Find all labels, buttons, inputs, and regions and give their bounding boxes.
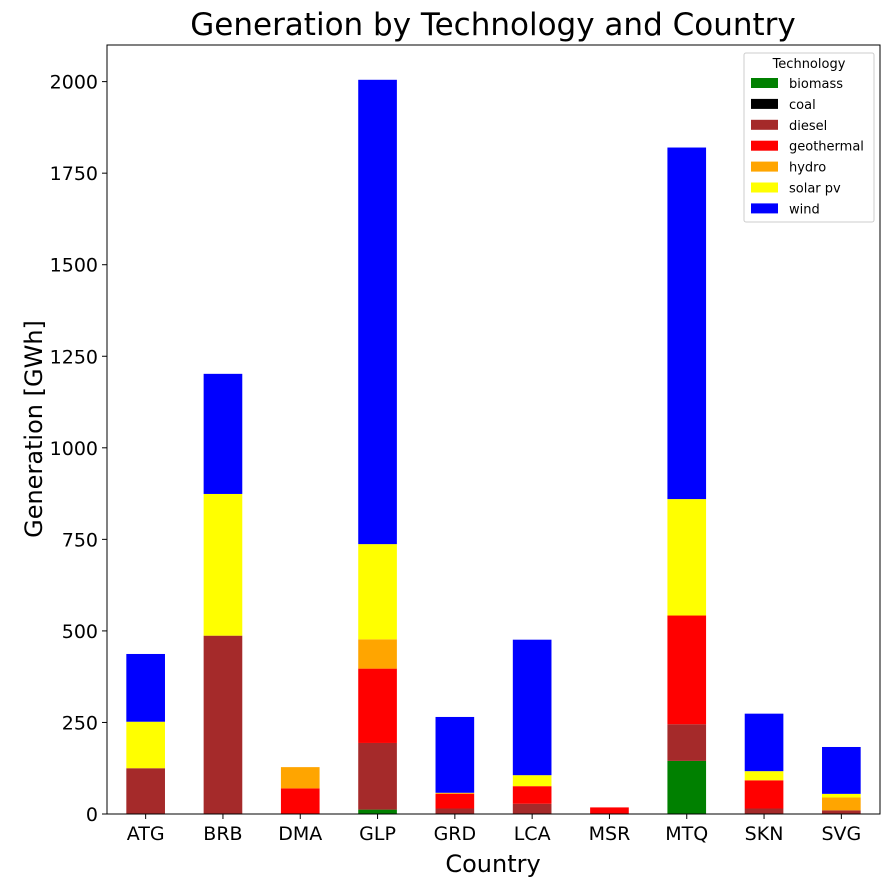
legend-label: biomass — [789, 77, 843, 92]
bar-segment-skn-solar-pv — [744, 771, 784, 781]
x-tick-label: LCA — [514, 823, 551, 845]
bar-segment-brb-diesel — [203, 635, 243, 814]
bar-segment-msr-geothermal — [590, 807, 629, 814]
x-tick-label: MSR — [589, 823, 631, 845]
y-tick-label: 250 — [62, 712, 98, 734]
bar-segment-lca-geothermal — [512, 786, 552, 804]
legend-swatch-solar-pv — [751, 182, 778, 193]
x-tick-label: MTQ — [665, 823, 708, 845]
y-tick-label: 1000 — [50, 438, 98, 460]
bar-segment-atg-wind — [126, 653, 165, 722]
bar-segment-lca-wind — [512, 639, 552, 776]
y-tick-label: 750 — [62, 529, 98, 551]
x-tick-label: ATG — [127, 823, 165, 845]
bar-segment-grd-geothermal — [435, 793, 475, 809]
bar-segment-glp-diesel — [358, 742, 397, 810]
x-tick-label: GRD — [434, 823, 477, 845]
bar-segment-mtq-wind — [667, 147, 707, 500]
y-tick-label: 0 — [86, 804, 98, 826]
x-tick-label: GLP — [359, 823, 396, 845]
chart-title: Generation by Technology and Country — [190, 7, 796, 43]
x-tick-label: DMA — [278, 823, 322, 845]
legend-swatch-geothermal — [751, 140, 778, 151]
plot-frame — [106, 44, 881, 815]
legend-swatch-wind — [751, 203, 778, 214]
bar-segment-mtq-diesel — [667, 724, 707, 761]
bar-segment-skn-wind — [744, 713, 784, 772]
legend-swatch-diesel — [751, 119, 778, 130]
x-tick-label: SVG — [821, 823, 861, 845]
bar-segment-glp-geothermal — [358, 668, 397, 743]
legend-label: geothermal — [789, 140, 864, 155]
plot-area: ATG BRB DMA GLP GRD LCA MSR MTQ SKN SVG 0 250 500 750… — [50, 44, 881, 845]
bar-segment-lca-diesel — [512, 803, 552, 814]
bar-segment-svg-hydro — [822, 797, 861, 811]
legend-label: coal — [789, 98, 816, 113]
legend-label: hydro — [789, 161, 826, 176]
legend: Technology biomass coal diesel geothermal hy… — [743, 52, 875, 223]
bar-segment-skn-diesel — [744, 808, 784, 814]
bar-segment-dma-hydro — [280, 767, 320, 789]
legend-label: diesel — [789, 119, 827, 134]
bar-segment-dma-geothermal — [280, 788, 320, 814]
legend-swatch-hydro — [751, 161, 778, 172]
bar-segment-atg-diesel — [126, 768, 165, 814]
bar-segment-grd-wind — [435, 716, 475, 793]
y-tick-label: 500 — [62, 621, 98, 643]
bar-segment-glp-hydro — [358, 639, 397, 669]
bar-segment-svg-wind — [822, 746, 861, 794]
bar-segment-svg-solar-pv — [822, 793, 861, 798]
y-tick-label: 1500 — [50, 255, 98, 277]
bar-segment-mtq-geothermal — [667, 615, 707, 725]
bar-segment-brb-solar-pv — [203, 493, 243, 636]
bar-segment-glp-biomass — [358, 809, 397, 814]
bar-segment-mtq-biomass — [667, 760, 707, 814]
y-tick-label: 1250 — [50, 346, 98, 368]
bar-segment-glp-wind — [358, 79, 397, 545]
bar-segment-atg-solar-pv — [126, 721, 165, 769]
bar-segment-lca-solar-pv — [512, 775, 552, 787]
x-axis-label: Country — [445, 850, 540, 878]
y-tick-label: 2000 — [50, 72, 98, 94]
legend-title: Technology — [772, 57, 846, 72]
x-tick-label: BRB — [203, 823, 242, 845]
bar-segment-grd-diesel — [435, 808, 475, 814]
legend-frame — [743, 52, 875, 223]
bar-segment-grd-hydro — [435, 792, 475, 794]
bar-segment-skn-geothermal — [744, 780, 784, 809]
legend-label: wind — [789, 202, 820, 217]
bar-segment-svg-diesel — [822, 810, 861, 814]
bar-segment-glp-solar-pv — [358, 544, 397, 640]
legend-swatch-biomass — [751, 78, 778, 88]
y-axis-label: Generation [GWh] — [20, 320, 48, 538]
legend-items: biomass coal diesel geothermal hydro solar pv… — [751, 77, 864, 217]
x-tick-label: SKN — [745, 823, 784, 845]
legend-swatch-coal — [751, 98, 778, 109]
y-tick-label: 1750 — [50, 163, 98, 185]
bar-segment-brb-wind — [203, 373, 243, 494]
bar-segment-mtq-solar-pv — [667, 499, 707, 616]
legend-label: solar pv — [789, 182, 841, 197]
